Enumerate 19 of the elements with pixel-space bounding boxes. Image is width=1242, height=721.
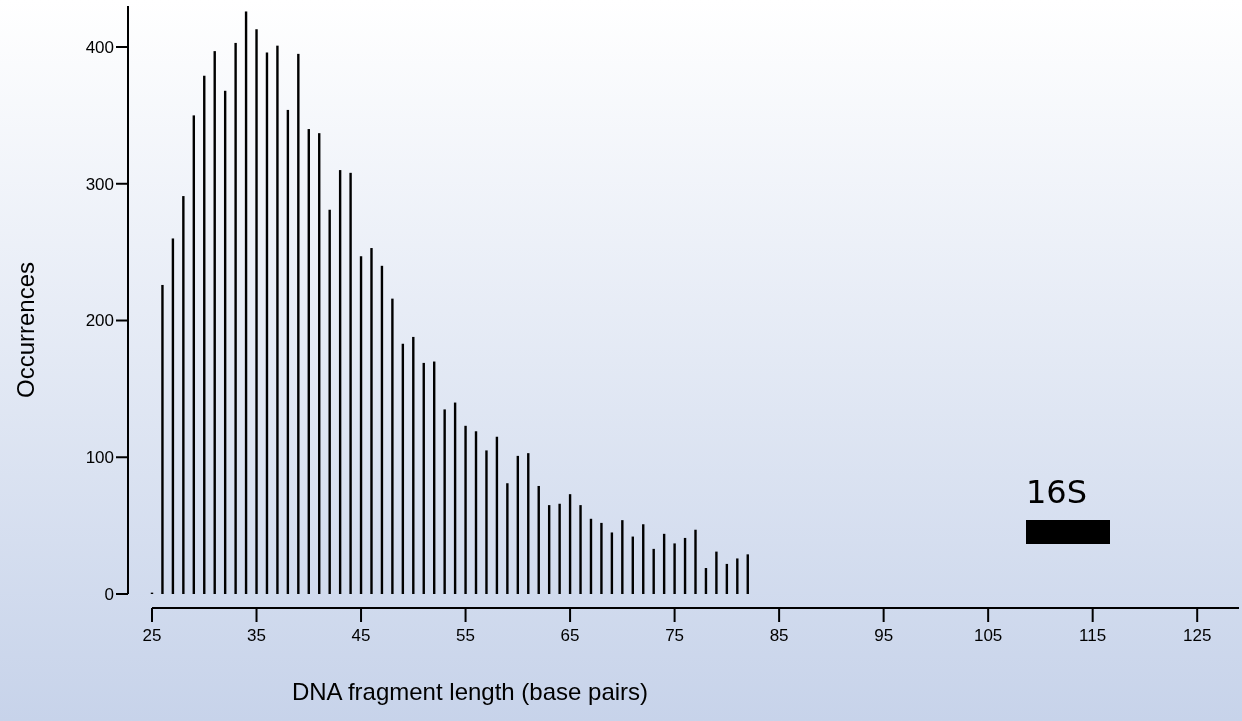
y-tick-label: 0 xyxy=(104,584,114,604)
x-tick-label: 35 xyxy=(247,626,266,645)
y-tick-label: 300 xyxy=(85,174,114,194)
x-tick-label: 25 xyxy=(142,626,162,645)
x-tick-label: 55 xyxy=(456,626,476,645)
x-tick-label: 75 xyxy=(665,626,685,645)
x-axis-title: DNA fragment length (base pairs) xyxy=(291,678,649,705)
x-tick-label: 105 xyxy=(973,626,1003,645)
x-tick-label: 95 xyxy=(874,626,894,645)
x-tick-label: 115 xyxy=(1079,626,1107,645)
y-tick-label: 200 xyxy=(85,311,114,331)
annotation: 16S xyxy=(1026,473,1088,511)
x-tick-label: 125 xyxy=(1183,626,1212,645)
y-axis-title: Occurrences xyxy=(12,261,39,399)
y-tick-label: 400 xyxy=(85,37,114,57)
x-tick-label: 65 xyxy=(560,626,580,645)
x-tick-label: 85 xyxy=(769,626,789,645)
x-tick-label: 45 xyxy=(351,626,371,645)
y-tick-label: 100 xyxy=(85,448,114,468)
